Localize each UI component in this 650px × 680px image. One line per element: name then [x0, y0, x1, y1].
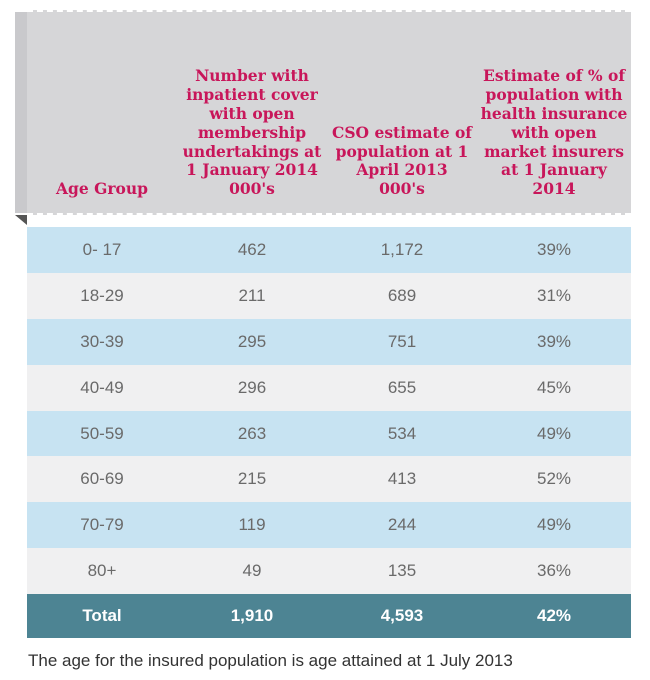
- total-percent: 42%: [536, 606, 572, 626]
- total-row: Total 1,910 4,593 42%: [27, 594, 631, 639]
- cell-inpatient-count: 295: [237, 331, 267, 351]
- cell-age-group: 60-69: [80, 469, 124, 489]
- header-fold-decoration: [15, 215, 27, 225]
- table-row: 30-39 295 751 39%: [27, 318, 631, 365]
- cell-age-group: 40-49: [80, 377, 124, 397]
- total-label: Total: [82, 606, 122, 626]
- table-row: 50-59 263 534 49%: [27, 410, 631, 457]
- cell-age-group: 80+: [87, 561, 117, 581]
- cell-population: 244: [387, 515, 417, 535]
- table-row: 60-69 215 413 52%: [27, 456, 631, 503]
- cell-percent: 39%: [536, 331, 572, 351]
- table-body: 0- 17 462 1,172 39% 18-29 211 689 31% 30…: [27, 227, 631, 595]
- cell-age-group: 0- 17: [82, 239, 122, 259]
- cell-percent: 31%: [536, 285, 572, 305]
- cell-population: 135: [387, 561, 417, 581]
- table-row: 70-79 119 244 49%: [27, 502, 631, 549]
- cell-inpatient-count: 215: [237, 469, 267, 489]
- header-percent-insured: Estimate of % of population with health …: [480, 66, 628, 199]
- cell-population: 751: [387, 331, 417, 351]
- insurance-age-table: Age Group Number with inpatient cover wi…: [15, 10, 631, 639]
- cell-inpatient-count: 211: [238, 285, 266, 305]
- table-row: 0- 17 462 1,172 39%: [27, 227, 631, 273]
- cell-percent: 49%: [536, 515, 572, 535]
- cell-inpatient-count: 49: [242, 561, 262, 581]
- table-row: 80+ 49 135 36%: [27, 548, 631, 595]
- cell-population: 655: [387, 377, 417, 397]
- cell-inpatient-count: 263: [237, 423, 267, 443]
- table-row: 18-29 211 689 31%: [27, 272, 631, 319]
- cell-percent: 39%: [536, 239, 572, 259]
- cell-age-group: 30-39: [80, 331, 124, 351]
- cell-population: 689: [387, 285, 417, 305]
- header-inpatient-cover: Number with inpatient cover with open me…: [182, 66, 322, 199]
- cell-age-group: 70-79: [80, 515, 124, 535]
- total-population: 4,593: [380, 606, 424, 626]
- header-cso-estimate: CSO estimate of population at 1 April 20…: [332, 122, 472, 199]
- cell-percent: 36%: [536, 561, 572, 581]
- cell-percent: 45%: [536, 377, 572, 397]
- table-header: Age Group Number with inpatient cover wi…: [15, 10, 631, 215]
- cell-population: 1,172: [380, 239, 424, 259]
- header-age-group: Age Group: [56, 179, 148, 199]
- cell-inpatient-count: 296: [237, 377, 267, 397]
- cell-inpatient-count: 119: [238, 515, 266, 535]
- cell-age-group: 18-29: [80, 285, 124, 305]
- cell-population: 534: [387, 423, 417, 443]
- cell-population: 413: [387, 469, 417, 489]
- total-inpatient-count: 1,910: [230, 606, 274, 626]
- cell-percent: 52%: [536, 469, 572, 489]
- table-row: 40-49 296 655 45%: [27, 364, 631, 411]
- cell-inpatient-count: 462: [237, 239, 267, 259]
- cell-percent: 49%: [536, 423, 572, 443]
- footnote: The age for the insured population is ag…: [28, 651, 513, 670]
- cell-age-group: 50-59: [80, 423, 124, 443]
